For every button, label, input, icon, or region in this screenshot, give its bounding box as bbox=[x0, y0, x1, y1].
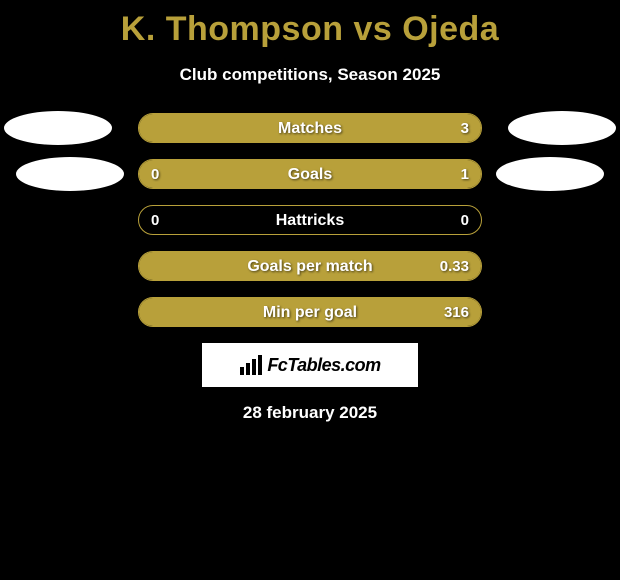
stat-row: Goals per match0.33 bbox=[138, 251, 482, 281]
stat-value-right: 1 bbox=[461, 160, 469, 189]
player-left-avatar-1 bbox=[4, 111, 112, 145]
stat-row: 0Goals1 bbox=[138, 159, 482, 189]
player-right-avatar-2 bbox=[496, 157, 604, 191]
stat-row: Matches3 bbox=[138, 113, 482, 143]
player-left-avatar-2 bbox=[16, 157, 124, 191]
stat-value-right: 0 bbox=[461, 206, 469, 235]
stat-rows: Matches30Goals10Hattricks0Goals per matc… bbox=[138, 113, 482, 327]
brand-badge[interactable]: FcTables.com bbox=[202, 343, 418, 387]
h2h-chart: Matches30Goals10Hattricks0Goals per matc… bbox=[0, 113, 620, 327]
stat-label: Goals per match bbox=[139, 252, 481, 281]
player-right-avatar-1 bbox=[508, 111, 616, 145]
stat-label: Min per goal bbox=[139, 298, 481, 327]
stat-value-right: 316 bbox=[444, 298, 469, 327]
stat-row: 0Hattricks0 bbox=[138, 205, 482, 235]
page-title: K. Thompson vs Ojeda bbox=[0, 0, 620, 49]
stat-value-right: 3 bbox=[461, 114, 469, 143]
stat-value-right: 0.33 bbox=[440, 252, 469, 281]
stat-row: Min per goal316 bbox=[138, 297, 482, 327]
bar-chart-icon bbox=[239, 355, 263, 375]
subtitle: Club competitions, Season 2025 bbox=[0, 65, 620, 85]
date-text: 28 february 2025 bbox=[0, 403, 620, 423]
stat-label: Goals bbox=[139, 160, 481, 189]
brand-text: FcTables.com bbox=[267, 355, 380, 376]
stat-label: Matches bbox=[139, 114, 481, 143]
stat-label: Hattricks bbox=[139, 206, 481, 235]
